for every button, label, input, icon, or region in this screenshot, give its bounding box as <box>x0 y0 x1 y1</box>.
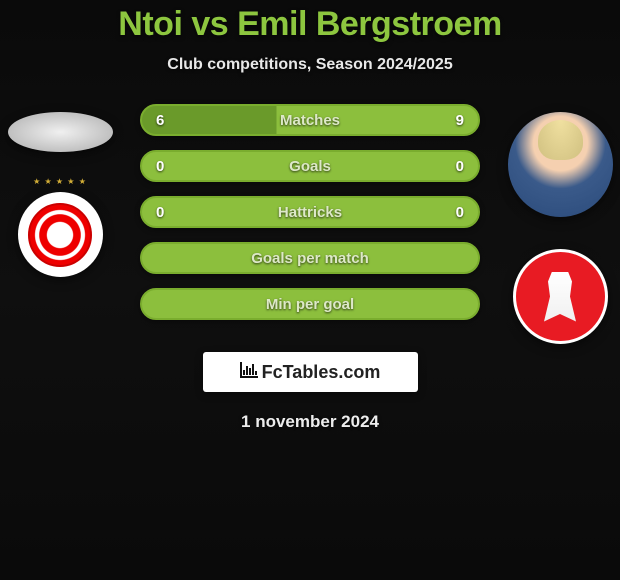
watermark-badge: FcTables.com <box>203 352 418 392</box>
subtitle: Club competitions, Season 2024/2025 <box>0 56 620 74</box>
stat-label: Min per goal <box>142 296 478 313</box>
right-player-column <box>500 104 620 344</box>
player-right-avatar <box>508 112 613 217</box>
player-left-avatar <box>8 112 113 152</box>
stat-bar-min-per-goal: Min per goal <box>140 288 480 320</box>
date-text: 1 november 2024 <box>0 412 620 432</box>
watermark-text: FcTables.com <box>262 362 381 383</box>
stat-bar-goals: 0Goals0 <box>140 150 480 182</box>
stat-right-value: 9 <box>456 112 464 129</box>
stat-label: Hattricks <box>142 204 478 221</box>
stat-right-value: 0 <box>456 158 464 175</box>
stat-label: Goals per match <box>142 250 478 267</box>
stat-bar-hattricks: 0Hattricks0 <box>140 196 480 228</box>
page-title: Ntoi vs Emil Bergstroem <box>0 5 620 44</box>
content-row: 6Matches90Goals00Hattricks0Goals per mat… <box>0 104 620 344</box>
stats-column: 6Matches90Goals00Hattricks0Goals per mat… <box>120 104 500 334</box>
left-player-column <box>0 104 120 277</box>
stat-bar-goals-per-match: Goals per match <box>140 242 480 274</box>
stat-label: Matches <box>142 112 478 129</box>
club-right-badge <box>513 249 608 344</box>
stat-label: Goals <box>142 158 478 175</box>
stat-right-value: 0 <box>456 204 464 221</box>
infographic-container: Ntoi vs Emil Bergstroem Club competition… <box>0 0 620 432</box>
stat-bar-matches: 6Matches9 <box>140 104 480 136</box>
club-left-badge <box>18 192 103 277</box>
chart-icon <box>240 362 258 383</box>
